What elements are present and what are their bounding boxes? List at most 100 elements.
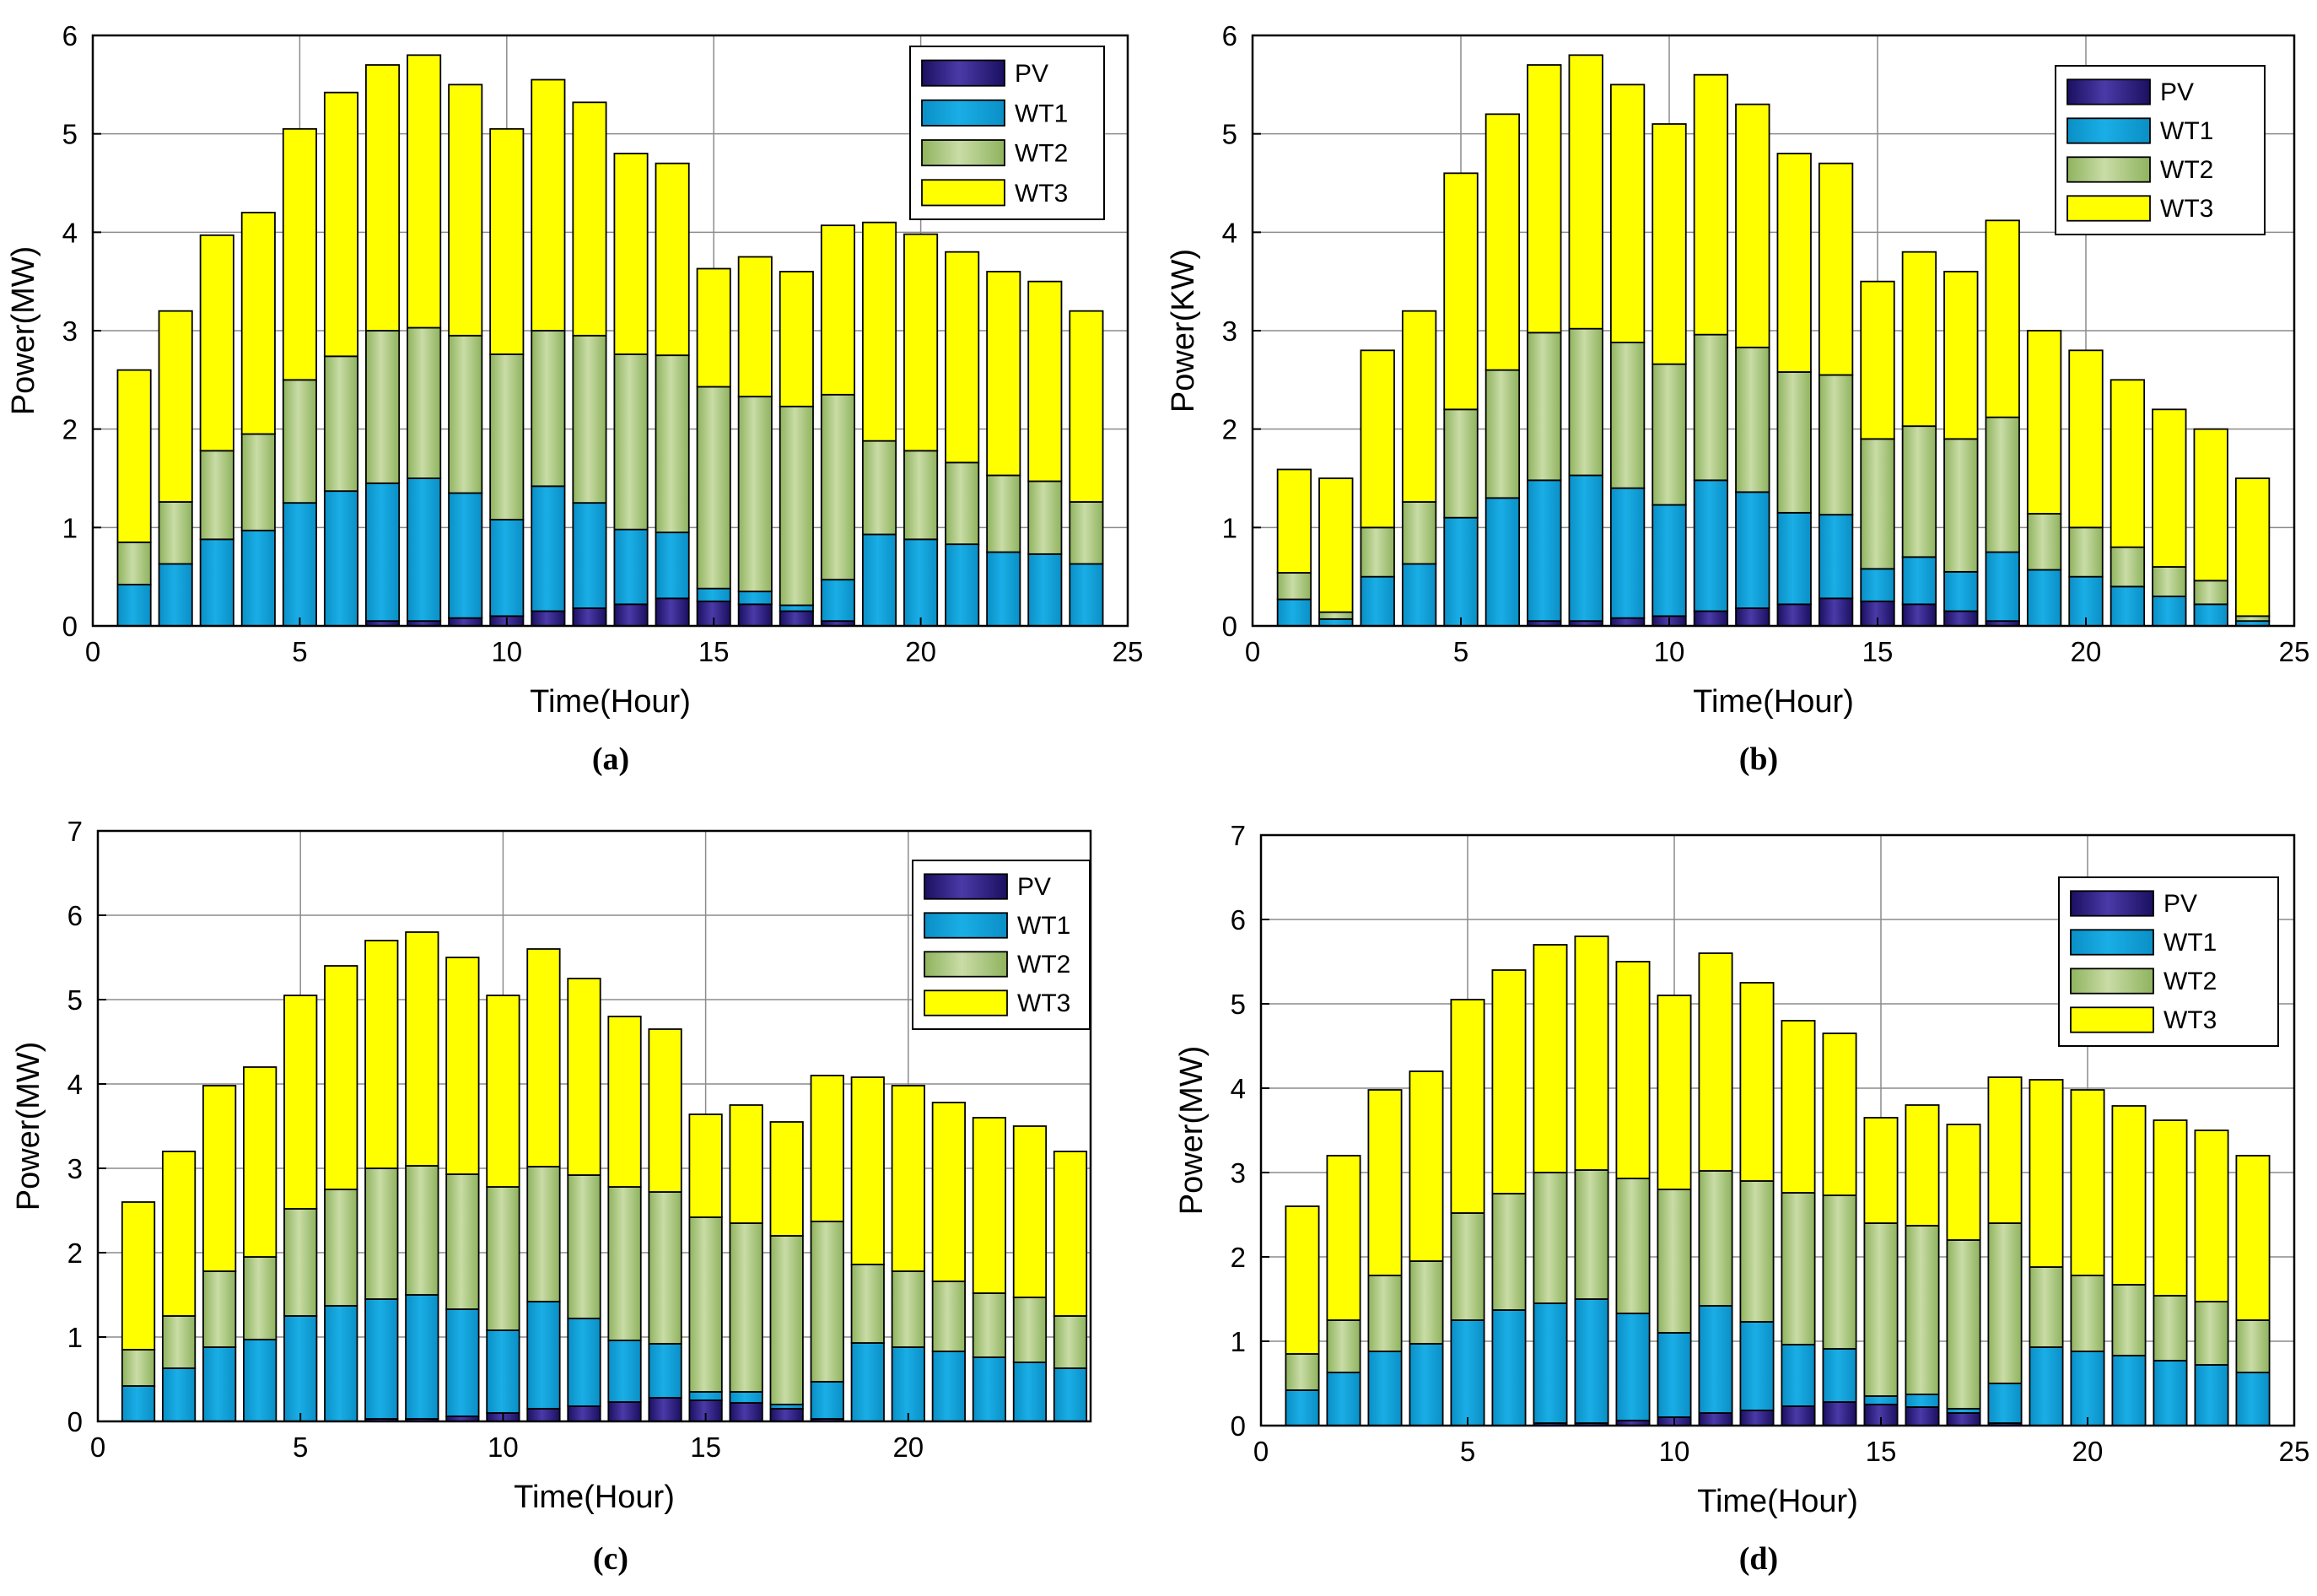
bar-wt1-hour-12 bbox=[1735, 491, 1770, 609]
bar-wt2-hour-12 bbox=[1739, 1180, 1775, 1323]
y-tick-label: 1 bbox=[1231, 1326, 1246, 1357]
bar-pv-hour-11 bbox=[1693, 610, 1729, 627]
x-tick-label: 10 bbox=[1654, 636, 1685, 667]
bar-wt1-hour-5 bbox=[282, 502, 317, 627]
y-tick-label: 0 bbox=[1231, 1410, 1246, 1442]
bar-wt1-hour-15 bbox=[1863, 1395, 1899, 1405]
y-tick-label: 3 bbox=[1231, 1157, 1246, 1189]
bar-wt3-hour-2 bbox=[158, 310, 193, 503]
x-tick-label: 0 bbox=[1253, 1436, 1269, 1467]
bar-wt1-hour-20 bbox=[903, 538, 939, 627]
bar-wt1-hour-21 bbox=[931, 1351, 966, 1422]
bar-wt3-hour-13 bbox=[1776, 153, 1812, 373]
legend-label-pv: PV bbox=[1015, 60, 1048, 88]
bar-wt3-hour-15 bbox=[1860, 280, 1895, 440]
bar-wt1-hour-10 bbox=[486, 1329, 520, 1414]
bar-wt2-hour-12 bbox=[572, 334, 607, 504]
bar-wt1-hour-19 bbox=[850, 1342, 885, 1422]
y-tick-label: 6 bbox=[1222, 20, 1237, 51]
bar-pv-hour-14 bbox=[1822, 1401, 1857, 1426]
bar-wt1-hour-18 bbox=[1985, 551, 2020, 623]
bar-wt3-hour-1 bbox=[121, 1201, 156, 1351]
x-tick-label: 5 bbox=[293, 1432, 308, 1463]
bar-wt3-hour-21 bbox=[2111, 1105, 2147, 1286]
bar-wt2-hour-23 bbox=[2193, 580, 2228, 606]
legend-swatch-pv bbox=[921, 59, 1005, 87]
bar-wt3-hour-5 bbox=[282, 127, 317, 381]
bar-wt3-hour-11 bbox=[526, 948, 561, 1167]
x-tick-label: 5 bbox=[292, 636, 307, 667]
bar-wt3-hour-23 bbox=[2193, 428, 2228, 582]
bar-wt2-hour-19 bbox=[861, 439, 897, 536]
bar-wt2-hour-2 bbox=[1326, 1319, 1361, 1373]
bar-wt2-hour-19 bbox=[2026, 513, 2062, 571]
bar-wt2-hour-22 bbox=[972, 1292, 1007, 1358]
legend-swatch-wt2 bbox=[2066, 156, 2151, 183]
legend-label-pv: PV bbox=[2163, 890, 2197, 918]
bar-wt3-hour-15 bbox=[1863, 1117, 1899, 1224]
legend-label-wt3: WT3 bbox=[2163, 1006, 2217, 1034]
legend-swatch-wt1 bbox=[2066, 117, 2151, 144]
bar-wt2-hour-21 bbox=[945, 461, 980, 546]
bar-wt3-hour-20 bbox=[903, 233, 939, 452]
legend-swatch-wt1 bbox=[2070, 929, 2154, 956]
bar-pv-hour-17 bbox=[779, 610, 814, 627]
bar-wt1-hour-7 bbox=[364, 1298, 399, 1420]
legend-label-wt1: WT1 bbox=[1015, 100, 1068, 127]
bar-wt1-hour-8 bbox=[1574, 1298, 1609, 1424]
bar-wt3-hour-22 bbox=[986, 271, 1021, 477]
y-tick-label: 6 bbox=[62, 20, 78, 51]
x-tick-label: 5 bbox=[1453, 636, 1468, 667]
x-tick-label: 25 bbox=[2279, 636, 2310, 667]
bar-wt3-hour-23 bbox=[2194, 1130, 2229, 1302]
bar-wt1-hour-15 bbox=[696, 587, 731, 602]
bar-pv-hour-17 bbox=[1943, 610, 1979, 627]
bar-wt1-hour-7 bbox=[1533, 1302, 1568, 1424]
bar-wt3-hour-9 bbox=[1615, 961, 1651, 1179]
bar-wt2-hour-21 bbox=[2111, 1284, 2147, 1356]
bar-wt3-hour-5 bbox=[1450, 999, 1485, 1214]
bar-wt2-hour-15 bbox=[688, 1216, 723, 1393]
bar-wt1-hour-13 bbox=[607, 1340, 642, 1403]
x-tick-label: 20 bbox=[2072, 1436, 2104, 1467]
bar-wt1-hour-9 bbox=[445, 1308, 480, 1417]
bar-pv-hour-15 bbox=[688, 1399, 723, 1422]
legend-swatch-pv bbox=[2066, 78, 2151, 105]
bar-wt1-hour-14 bbox=[1818, 514, 1854, 600]
bar-wt2-hour-5 bbox=[283, 1208, 318, 1317]
bar-wt1-hour-23 bbox=[2193, 603, 2228, 627]
bar-wt3-hour-6 bbox=[1484, 113, 1521, 371]
bar-wt2-hour-4 bbox=[1409, 1260, 1444, 1345]
bar-pv-hour-14 bbox=[655, 597, 690, 627]
bar-wt2-hour-20 bbox=[2070, 1275, 2105, 1352]
bar-pv-hour-14 bbox=[1818, 597, 1854, 627]
bar-wt3-hour-6 bbox=[323, 91, 359, 358]
bar-wt2-hour-5 bbox=[1443, 408, 1479, 519]
bar-pv-hour-16 bbox=[1905, 1406, 1940, 1426]
bar-wt3-hour-8 bbox=[1574, 935, 1609, 1171]
legend-label-wt3: WT3 bbox=[1017, 989, 1070, 1017]
bar-wt2-hour-1 bbox=[1285, 1353, 1320, 1391]
bar-wt3-hour-14 bbox=[1818, 162, 1854, 376]
bar-wt2-hour-11 bbox=[1698, 1170, 1733, 1307]
y-tick-label: 2 bbox=[62, 414, 78, 445]
bar-wt2-hour-23 bbox=[1027, 480, 1063, 555]
y-tick-label: 7 bbox=[1231, 820, 1246, 851]
bar-wt2-hour-16 bbox=[1905, 1225, 1940, 1395]
bar-wt2-hour-17 bbox=[1946, 1239, 1981, 1410]
bar-wt1-hour-23 bbox=[1027, 553, 1063, 627]
bar-wt3-hour-12 bbox=[1735, 103, 1770, 348]
x-tick-label: 25 bbox=[2279, 1436, 2310, 1467]
bar-wt1-hour-21 bbox=[2111, 1355, 2147, 1426]
bar-wt1-hour-5 bbox=[283, 1315, 318, 1422]
bar-wt2-hour-4 bbox=[243, 1256, 278, 1340]
legend-swatch-wt3 bbox=[2070, 1006, 2154, 1033]
bar-wt2-hour-5 bbox=[282, 379, 317, 504]
y-tick-label: 5 bbox=[67, 984, 83, 1016]
bar-wt2-hour-14 bbox=[648, 1191, 682, 1345]
bar-wt1-hour-13 bbox=[1781, 1344, 1816, 1407]
bar-wt1-hour-13 bbox=[1776, 511, 1812, 606]
bar-wt1-hour-8 bbox=[1568, 474, 1603, 623]
bar-wt2-hour-20 bbox=[2068, 526, 2104, 578]
